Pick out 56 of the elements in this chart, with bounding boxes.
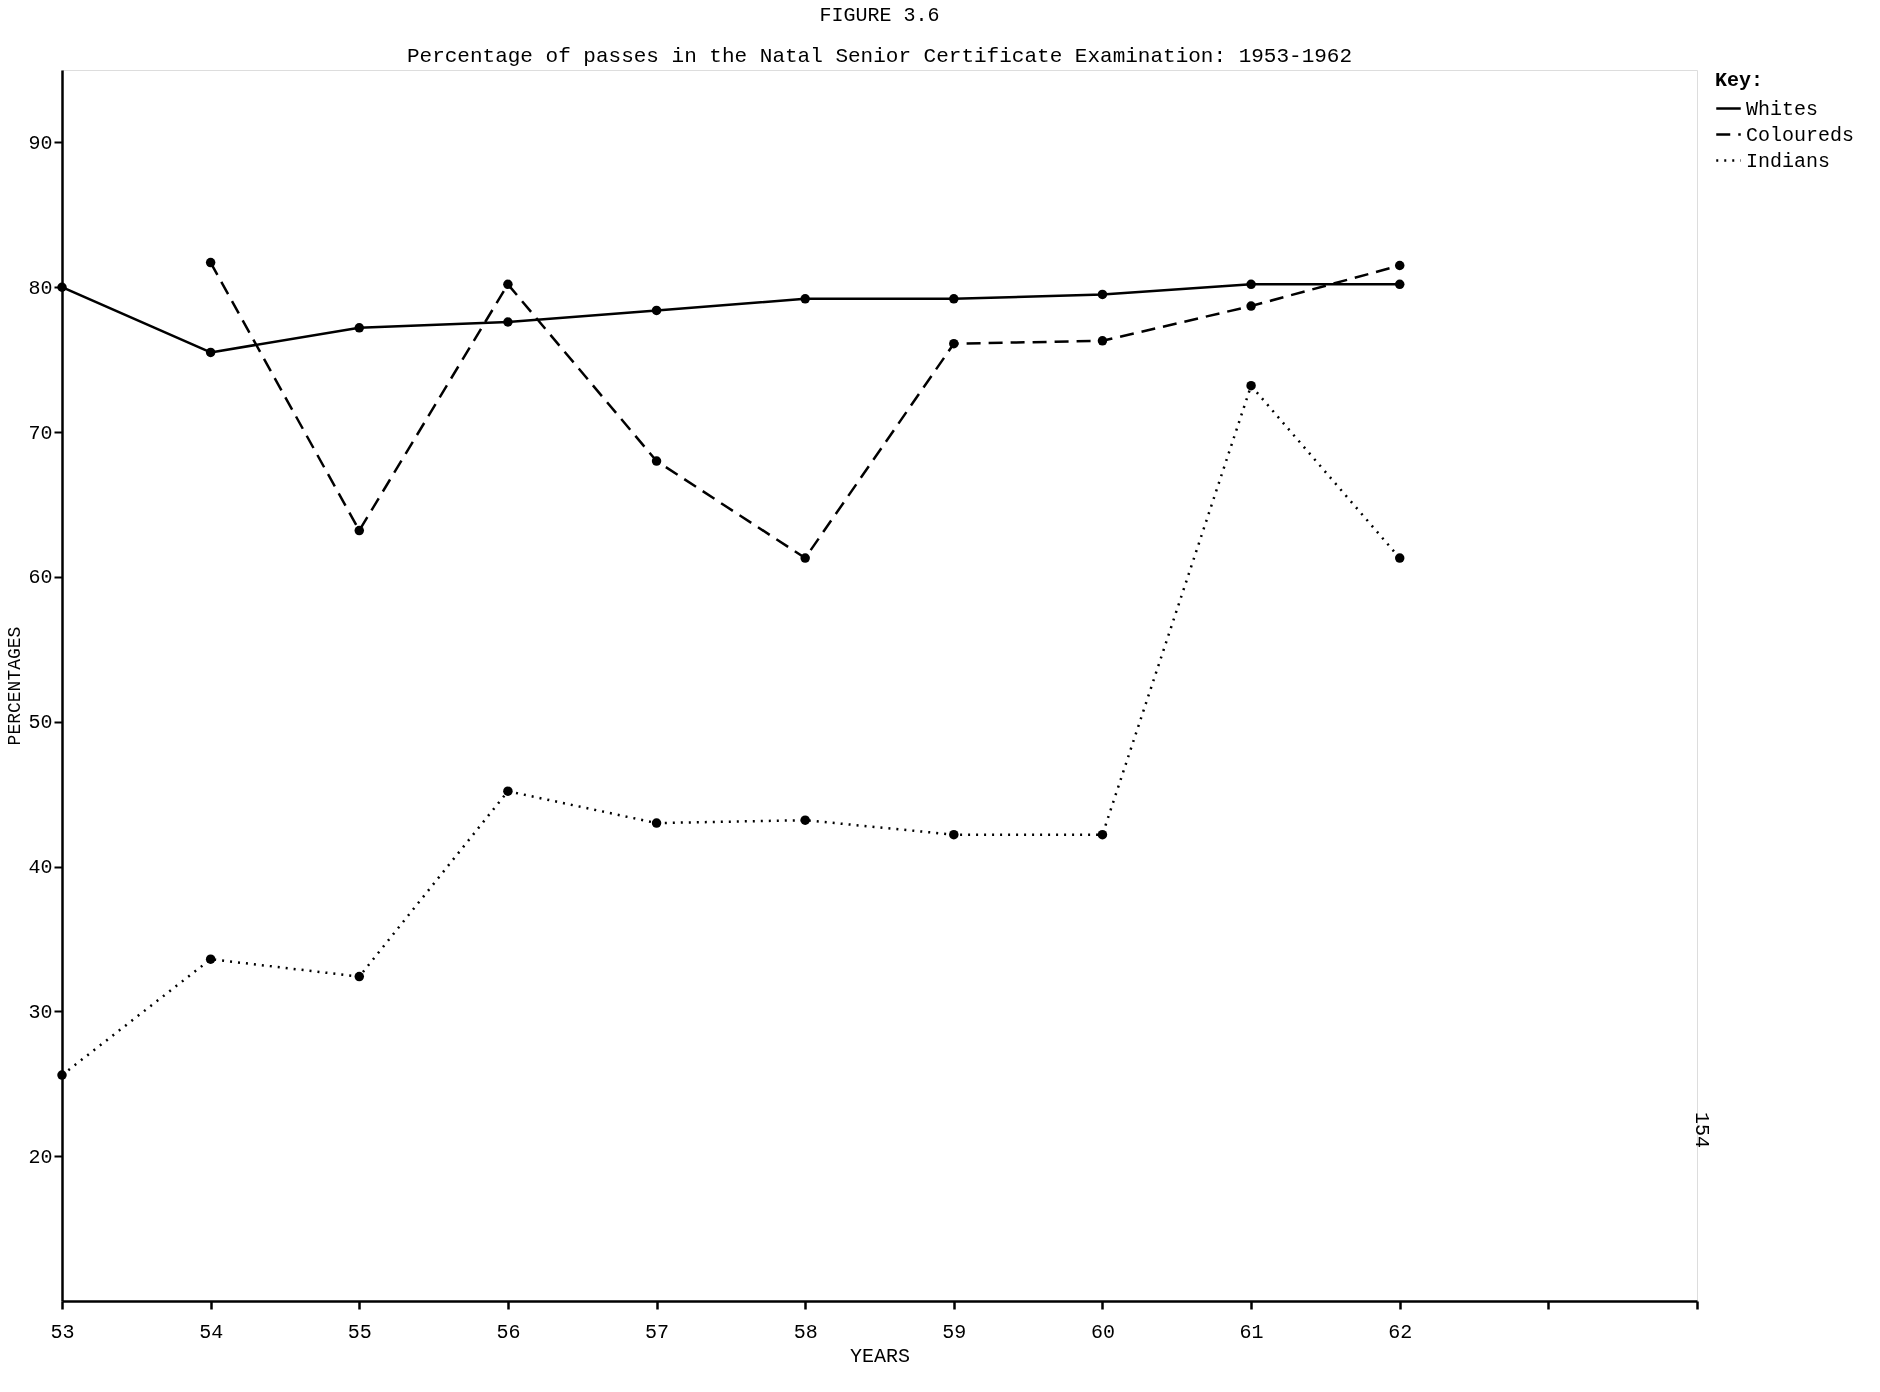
x-tick-label: 61 (1239, 1320, 1264, 1344)
x-tick-label: 58 (793, 1320, 818, 1344)
point (1246, 380, 1256, 391)
y-tick-label: 20 (28, 1145, 53, 1169)
point (651, 305, 662, 316)
point (1394, 260, 1405, 271)
point (651, 456, 662, 466)
y-tick-label: 50 (28, 711, 53, 735)
point (1394, 279, 1405, 290)
point (949, 294, 959, 304)
x-tick-label: 62 (1388, 1320, 1413, 1344)
legend-label: Indians (1746, 149, 1831, 173)
x-tick-label: 60 (1090, 1320, 1115, 1344)
point (800, 815, 810, 825)
point (1246, 279, 1256, 290)
x-tick-label: 56 (496, 1320, 521, 1344)
legend-title: Key: (1715, 69, 1764, 92)
chart-subtitle: Percentage of passes in the Natal Senior Certificate Examination: 1953-1962 (406, 45, 1353, 68)
chart-title: FIGURE 3.6 (819, 4, 940, 27)
x-tick-label: 59 (942, 1320, 967, 1344)
point (503, 279, 513, 290)
x-tick-label: 53 (50, 1320, 75, 1344)
y-tick-label: 60 (28, 566, 53, 590)
y-tick-label: 30 (28, 1000, 53, 1024)
x-tick-label: 54 (199, 1320, 224, 1344)
point (205, 954, 216, 964)
y-tick-label: 40 (28, 856, 53, 880)
point (1097, 289, 1108, 300)
x-axis-title: YEARS (849, 1344, 911, 1368)
x-tick-label: 57 (645, 1320, 670, 1344)
legend-label: Whites (1746, 97, 1819, 121)
point (1394, 553, 1405, 563)
point (503, 786, 513, 796)
point (205, 257, 216, 268)
y-tick-label: 70 (28, 421, 53, 445)
point (1246, 301, 1256, 311)
point (354, 971, 365, 982)
legend-label: Coloureds (1746, 123, 1855, 147)
point (800, 553, 810, 563)
y-tick-label: 90 (28, 131, 53, 155)
point (503, 317, 513, 327)
point (57, 1070, 67, 1080)
point (1097, 829, 1108, 840)
x-tick-label: 55 (347, 1320, 372, 1344)
point (949, 829, 959, 840)
point (949, 338, 959, 349)
point (354, 525, 365, 536)
y-tick-label: 80 (28, 276, 53, 300)
annotation: 154 (1690, 1111, 1713, 1149)
point (354, 323, 365, 333)
point (57, 282, 67, 292)
y-axis-title: PERCENTAGES (5, 626, 26, 746)
point (1097, 336, 1108, 346)
point (800, 294, 810, 304)
point (205, 347, 216, 358)
point (651, 818, 662, 828)
